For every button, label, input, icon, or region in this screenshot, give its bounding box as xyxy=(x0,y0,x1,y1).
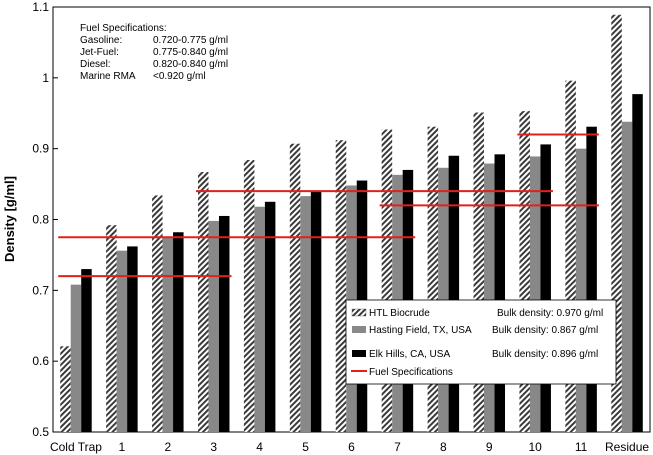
legend-label-elk: Elk Hills, CA, USA xyxy=(369,349,450,360)
bar-hasting-0 xyxy=(70,284,82,432)
bar-elk-11 xyxy=(586,126,597,432)
legend-label-htl: HTL Biocrude xyxy=(369,308,430,319)
bar-htl-4 xyxy=(243,160,255,432)
bar-htl-3 xyxy=(197,172,209,432)
y-tick-label-6: 1.1 xyxy=(32,0,49,14)
fuel-spec-jetfuel-value: 0.775-0.840 g/ml xyxy=(153,47,228,58)
x-tick-label-3: 3 xyxy=(210,440,217,454)
legend-frame xyxy=(345,299,617,385)
fuel-spec-gasoline-value: 0.720-0.775 g/ml xyxy=(153,35,228,46)
bar-elk-9 xyxy=(494,154,506,433)
y-axis-ticks: 0.5 0.6 0.7 0.8 0.9 1 1.1 xyxy=(32,0,58,439)
bar-elk-4 xyxy=(264,201,276,432)
bar-hasting-2 xyxy=(162,236,174,432)
fuel-spec-gasoline-name: Gasoline: xyxy=(80,35,122,46)
bar-htl-1 xyxy=(106,225,117,432)
y-tick-label-3: 0.8 xyxy=(32,213,49,227)
y-tick-label-2: 0.7 xyxy=(32,283,49,297)
legend-bulk-htl: Bulk density: 0.970 g/ml xyxy=(497,308,603,319)
fuel-spec-box: Fuel Specifications: Gasoline: 0.720-0.7… xyxy=(80,23,228,82)
legend: HTL Biocrude Bulk density: 0.970 g/ml Ha… xyxy=(345,299,617,385)
x-tick-label-0: Cold Trap xyxy=(50,440,102,454)
x-tick-label-2: 2 xyxy=(164,440,171,454)
bar-htl-10 xyxy=(519,111,530,432)
bar-elk-8 xyxy=(448,155,460,432)
x-tick-label-7: 7 xyxy=(394,440,401,454)
legend-swatch-hasting xyxy=(352,326,366,333)
bar-elk-2 xyxy=(173,232,184,432)
bar-htl-2 xyxy=(152,195,163,432)
bar-htl-12 xyxy=(611,14,622,433)
fuel-spec-jetfuel-name: Jet-Fuel: xyxy=(80,47,119,58)
legend-bulk-hasting: Bulk density: 0.867 g/ml xyxy=(492,325,598,336)
bar-hasting-1 xyxy=(116,250,128,432)
legend-swatch-htl xyxy=(351,308,367,317)
bar-htl-8 xyxy=(427,126,439,432)
bar-htl-9 xyxy=(473,112,485,433)
fuel-spec-title: Fuel Specifications: xyxy=(80,23,167,34)
legend-swatch-elk xyxy=(352,350,366,357)
bar-elk-5 xyxy=(310,191,322,432)
bar-htl-5 xyxy=(289,143,301,433)
fuel-spec-diesel-name: Diesel: xyxy=(80,59,111,70)
bar-hasting-11 xyxy=(575,148,587,432)
x-tick-label-10: 10 xyxy=(529,440,543,454)
x-tick-label-6: 6 xyxy=(348,440,355,454)
x-tick-label-12: Residue xyxy=(605,440,649,454)
bar-hasting-3 xyxy=(208,220,219,432)
bar-elk-12 xyxy=(632,94,643,432)
bar-elk-1 xyxy=(127,246,138,432)
bar-hasting-12 xyxy=(621,121,633,432)
x-axis-ticks: Cold Trap 1 2 3 4 5 6 7 8 9 10 11 Residue xyxy=(50,440,649,454)
fuel-spec-marine-value: <0.920 g/ml xyxy=(153,71,206,82)
bar-htl-7 xyxy=(381,129,393,432)
fuel-spec-lines xyxy=(58,133,599,278)
bar-hasting-5 xyxy=(300,196,311,432)
legend-bulk-elk: Bulk density: 0.896 g/ml xyxy=(492,349,598,360)
x-tick-label-4: 4 xyxy=(256,440,263,454)
plot-area: 0.5 0.6 0.7 0.8 0.9 1 1.1 Cold Trap 1 2 3 4 5 6 7 8 9 10… xyxy=(32,0,651,454)
fuel-spec-diesel-value: 0.820-0.840 g/ml xyxy=(153,59,228,70)
bar-elk-10 xyxy=(540,144,551,432)
bar-elk-0 xyxy=(81,269,92,432)
y-tick-label-1: 0.6 xyxy=(32,354,49,368)
y-axis-title: Density [g/ml] xyxy=(2,176,17,262)
x-tick-label-11: 11 xyxy=(575,440,588,454)
bar-hasting-10 xyxy=(529,156,541,433)
fuel-spec-marine-name: Marine RMA xyxy=(80,71,136,82)
bar-htl-11 xyxy=(565,80,576,433)
bar-hasting-4 xyxy=(254,206,265,432)
bar-htl-6 xyxy=(335,140,347,432)
x-tick-label-5: 5 xyxy=(302,440,309,454)
bar-hasting-9 xyxy=(484,163,495,432)
bar-elk-3 xyxy=(218,215,230,432)
y-tick-label-4: 0.9 xyxy=(32,142,49,156)
y-tick-label-5: 1 xyxy=(42,71,49,85)
y-tick-label-0: 0.5 xyxy=(32,425,49,439)
x-tick-label-8: 8 xyxy=(440,440,447,454)
bar-htl-0 xyxy=(60,346,71,432)
x-tick-label-9: 9 xyxy=(486,440,493,454)
x-tick-label-1: 1 xyxy=(119,440,126,454)
legend-label-hasting: Hasting Field, TX, USA xyxy=(369,325,472,336)
legend-label-fuel-spec: Fuel Specifications xyxy=(369,367,453,378)
